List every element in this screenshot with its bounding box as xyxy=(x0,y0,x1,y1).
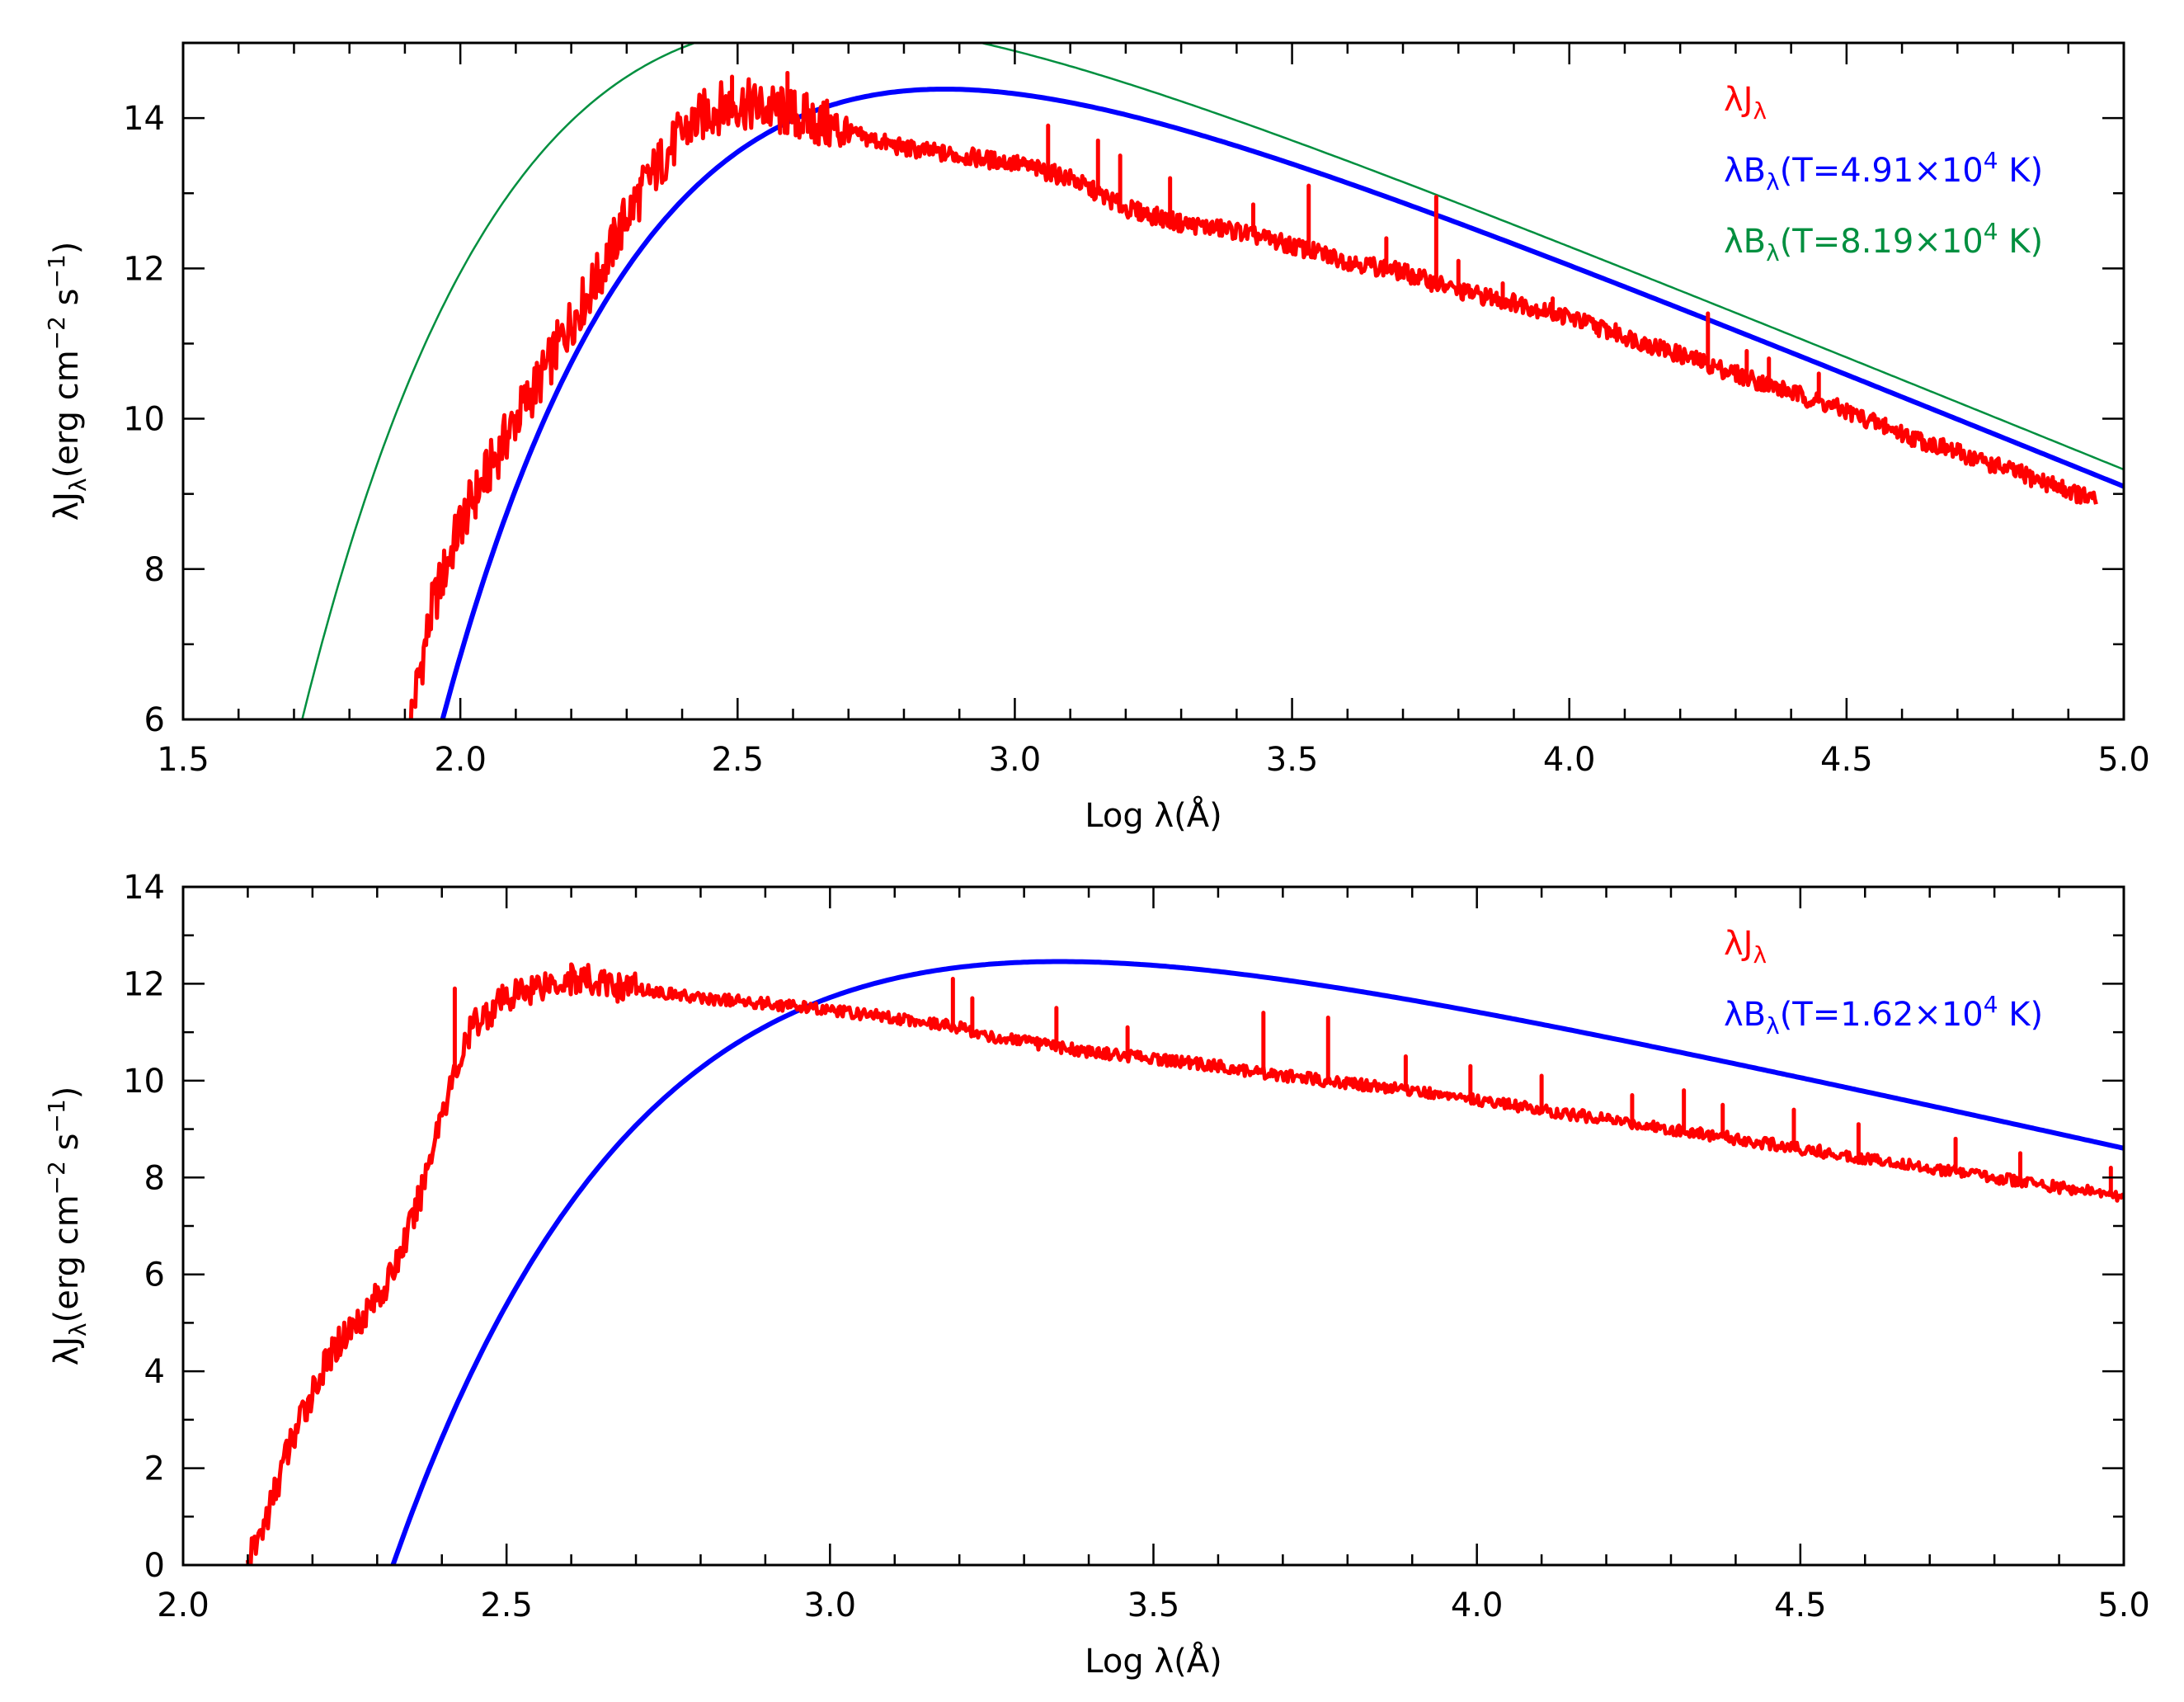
y-tick-label: 14 xyxy=(123,869,165,907)
x-tick-label: 2.0 xyxy=(157,1586,209,1624)
y-axis-title-part: ) xyxy=(48,1087,86,1100)
x-tick-label: 3.0 xyxy=(804,1586,857,1624)
x-tick-label: 3.0 xyxy=(989,741,1042,779)
x-tick-label: 1.5 xyxy=(157,741,209,779)
x-tick-label: 2.5 xyxy=(711,741,764,779)
series-line-bottom-1 xyxy=(390,959,2124,1565)
y-axis-title-part: ) xyxy=(48,242,86,255)
y-tick-label: 2 xyxy=(144,1450,165,1488)
y-axis-title-part: −2 xyxy=(43,316,70,350)
plot-area xyxy=(301,43,2124,719)
y-tick-label: 14 xyxy=(123,100,165,138)
legend-entry-0: λJλ xyxy=(1724,81,1767,125)
x-tick-label: 3.5 xyxy=(1127,1586,1180,1624)
plot-area xyxy=(245,959,2124,1565)
y-axis-title-part: −2 xyxy=(43,1161,70,1195)
chart-panel-bottom: 2.0 2.5 3.0 3.5 4.0 4.5 5.0 0 2 4 6 8 10 12 14 Log λ(Å)… xyxy=(43,869,2150,1681)
y-axis-title-part: λ xyxy=(64,1322,92,1337)
series-line-top-1 xyxy=(440,87,2124,719)
y-tick-label: 8 xyxy=(144,1159,165,1197)
y-tick-label: 6 xyxy=(144,701,165,739)
y-axis-title-part: −1 xyxy=(43,254,70,288)
y-axis-title-part: λJ xyxy=(48,492,86,521)
y-tick-label: 4 xyxy=(144,1353,165,1391)
series-line-bottom-observed xyxy=(245,963,2124,1565)
x-tick-label: 5.0 xyxy=(2097,741,2150,779)
x-tick-label: 4.5 xyxy=(1820,741,1873,779)
y-tick-label: 0 xyxy=(144,1547,165,1585)
x-tick-label: 3.5 xyxy=(1266,741,1319,779)
x-tick-label: 4.5 xyxy=(1774,1586,1827,1624)
y-axis-title-part: λ xyxy=(64,478,92,492)
y-tick-label: 6 xyxy=(144,1256,165,1294)
x-tick-label: 4.0 xyxy=(1543,741,1596,779)
y-axis-title-part: −1 xyxy=(43,1099,70,1133)
legend-entry-2: λBλ(T=8.19×104 K) xyxy=(1724,218,2043,266)
y-axis-title-part: (erg cm xyxy=(48,350,86,478)
y-tick-label: 12 xyxy=(123,965,165,1003)
legend-entry-0: λJλ xyxy=(1724,925,1767,969)
plot-frame xyxy=(181,41,2125,721)
y-tick-label: 10 xyxy=(123,1063,165,1101)
y-axis-title: λJλ(erg cm−2 s−1) xyxy=(43,242,92,521)
y-axis-title-part: s xyxy=(48,288,86,316)
x-tick-label: 2.5 xyxy=(480,1586,533,1624)
y-axis-title-part: (erg cm xyxy=(48,1195,86,1322)
x-tick-label: 5.0 xyxy=(2097,1586,2150,1624)
y-tick-label: 8 xyxy=(144,551,165,589)
y-tick-label: 10 xyxy=(123,401,165,439)
legend-entry-1: λBλ(T=4.91×104 K) xyxy=(1724,147,2043,196)
x-tick-label: 4.0 xyxy=(1451,1586,1504,1624)
chart-panel-top: 1.5 2.0 2.5 3.0 3.5 4.0 4.5 5.0 6 8 10 12 14 Log λ(Å)… xyxy=(43,41,2150,835)
y-axis-title-part: λJ xyxy=(48,1337,86,1365)
y-tick-label: 12 xyxy=(123,250,165,288)
x-axis-title: Log λ(Å) xyxy=(1085,1641,1221,1681)
x-tick-label: 2.0 xyxy=(434,741,487,779)
y-axis-title: λJλ(erg cm−2 s−1) xyxy=(43,1087,92,1366)
legend-entry-1: λBλ(T=1.62×104 K) xyxy=(1724,991,2043,1040)
y-axis-title-part: s xyxy=(48,1133,86,1161)
x-axis-title: Log λ(Å) xyxy=(1085,795,1221,835)
series-line-top-2 xyxy=(301,43,2124,719)
